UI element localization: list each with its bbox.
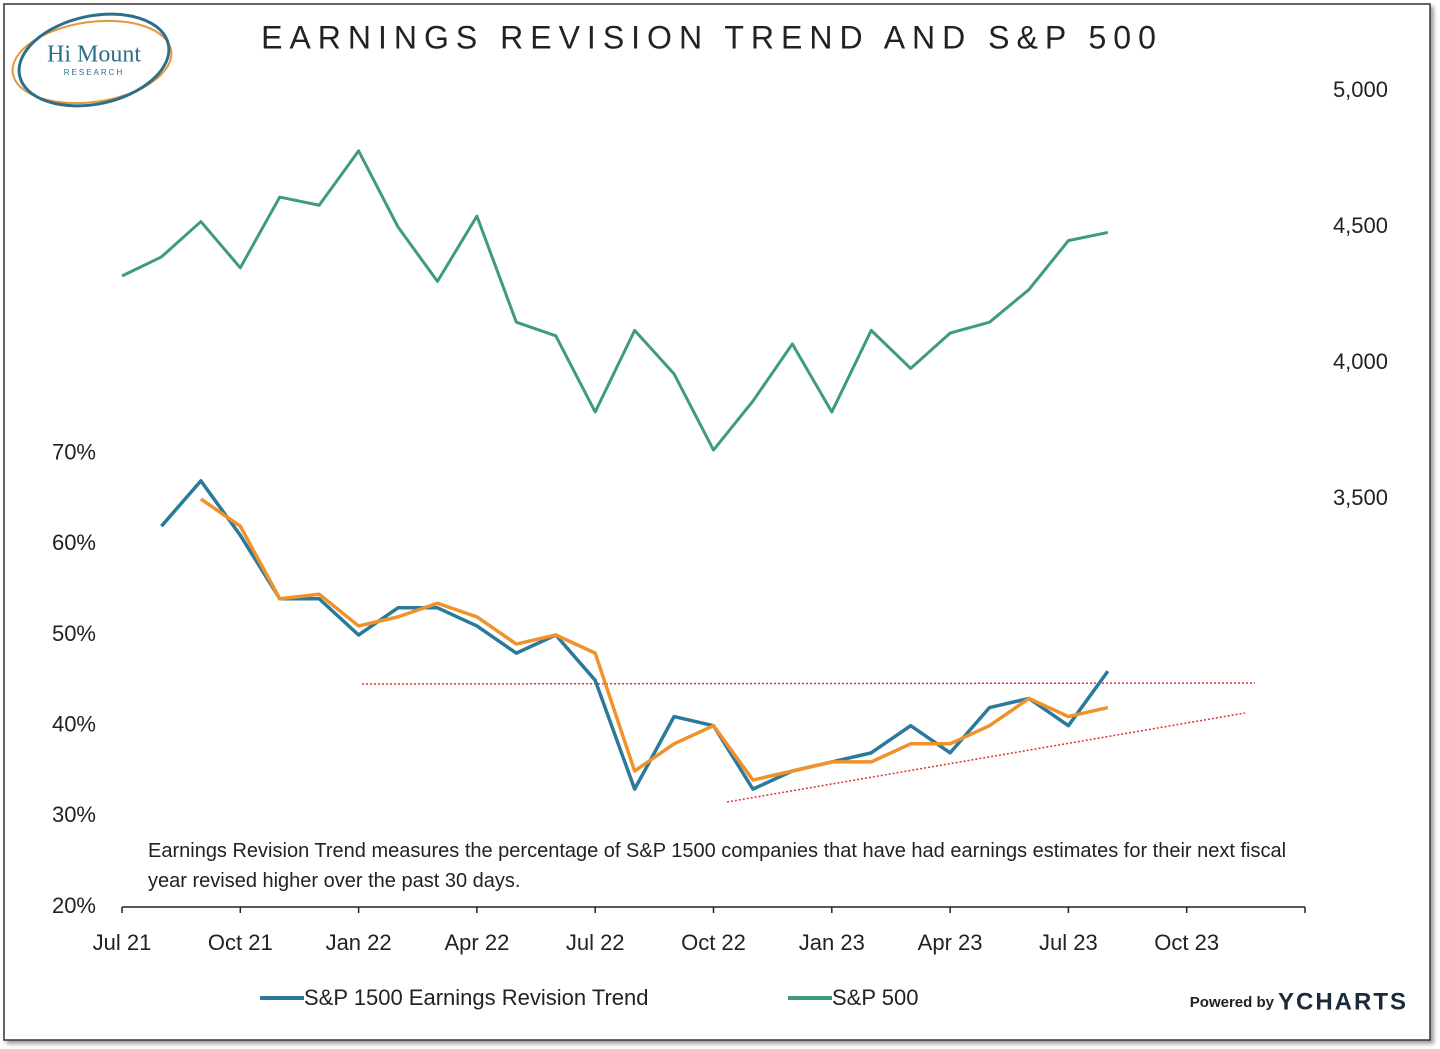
resistance-line (361, 682, 1256, 685)
logo-ring (17, 12, 171, 108)
support-line (726, 712, 1246, 803)
logo-title: Hi Mount (47, 42, 141, 68)
y-tick-label: 20% (52, 893, 96, 918)
footer-brand: YCHARTS (1278, 988, 1408, 1015)
y2-tick-label: 4,500 (1333, 213, 1388, 238)
logo-ring (11, 19, 173, 105)
x-tick-label: Apr 23 (918, 930, 983, 955)
x-tick-label: Jan 22 (326, 930, 392, 955)
y-tick-label: 70% (52, 439, 96, 464)
x-tick-label: Jul 22 (566, 930, 625, 955)
y2-tick-label: 3,500 (1333, 485, 1388, 510)
legend-label: S&P 1500 Earnings Revision Trend (304, 985, 648, 1010)
x-tick-label: Apr 22 (444, 930, 509, 955)
chart-title: EARNINGS REVISION TREND AND S&P 500 (261, 19, 1163, 55)
x-tick-label: Oct 22 (681, 930, 746, 955)
series-line (160, 479, 1110, 791)
x-tick-label: Jul 23 (1039, 930, 1098, 955)
x-tick-label: Jan 23 (799, 930, 865, 955)
legend-label: S&P 500 (832, 985, 918, 1010)
x-tick-label: Jul 21 (93, 930, 152, 955)
series-line (199, 497, 1109, 782)
footer-prefix: Powered by (1190, 994, 1275, 1011)
y2-tick-label: 5,000 (1333, 77, 1388, 102)
y2-tick-label: 4,000 (1333, 349, 1388, 374)
y-tick-label: 60% (52, 530, 96, 555)
series-line (121, 149, 1109, 452)
y-tick-label: 50% (52, 621, 96, 646)
y-tick-label: 30% (52, 802, 96, 827)
logo-subtitle: RESEARCH (64, 68, 124, 77)
x-tick-label: Oct 23 (1154, 930, 1219, 955)
x-tick-label: Oct 21 (208, 930, 273, 955)
note: Earnings Revision Trend measures the per… (148, 840, 1287, 892)
y-tick-label: 40% (52, 711, 96, 736)
frame (3, 3, 1431, 1041)
